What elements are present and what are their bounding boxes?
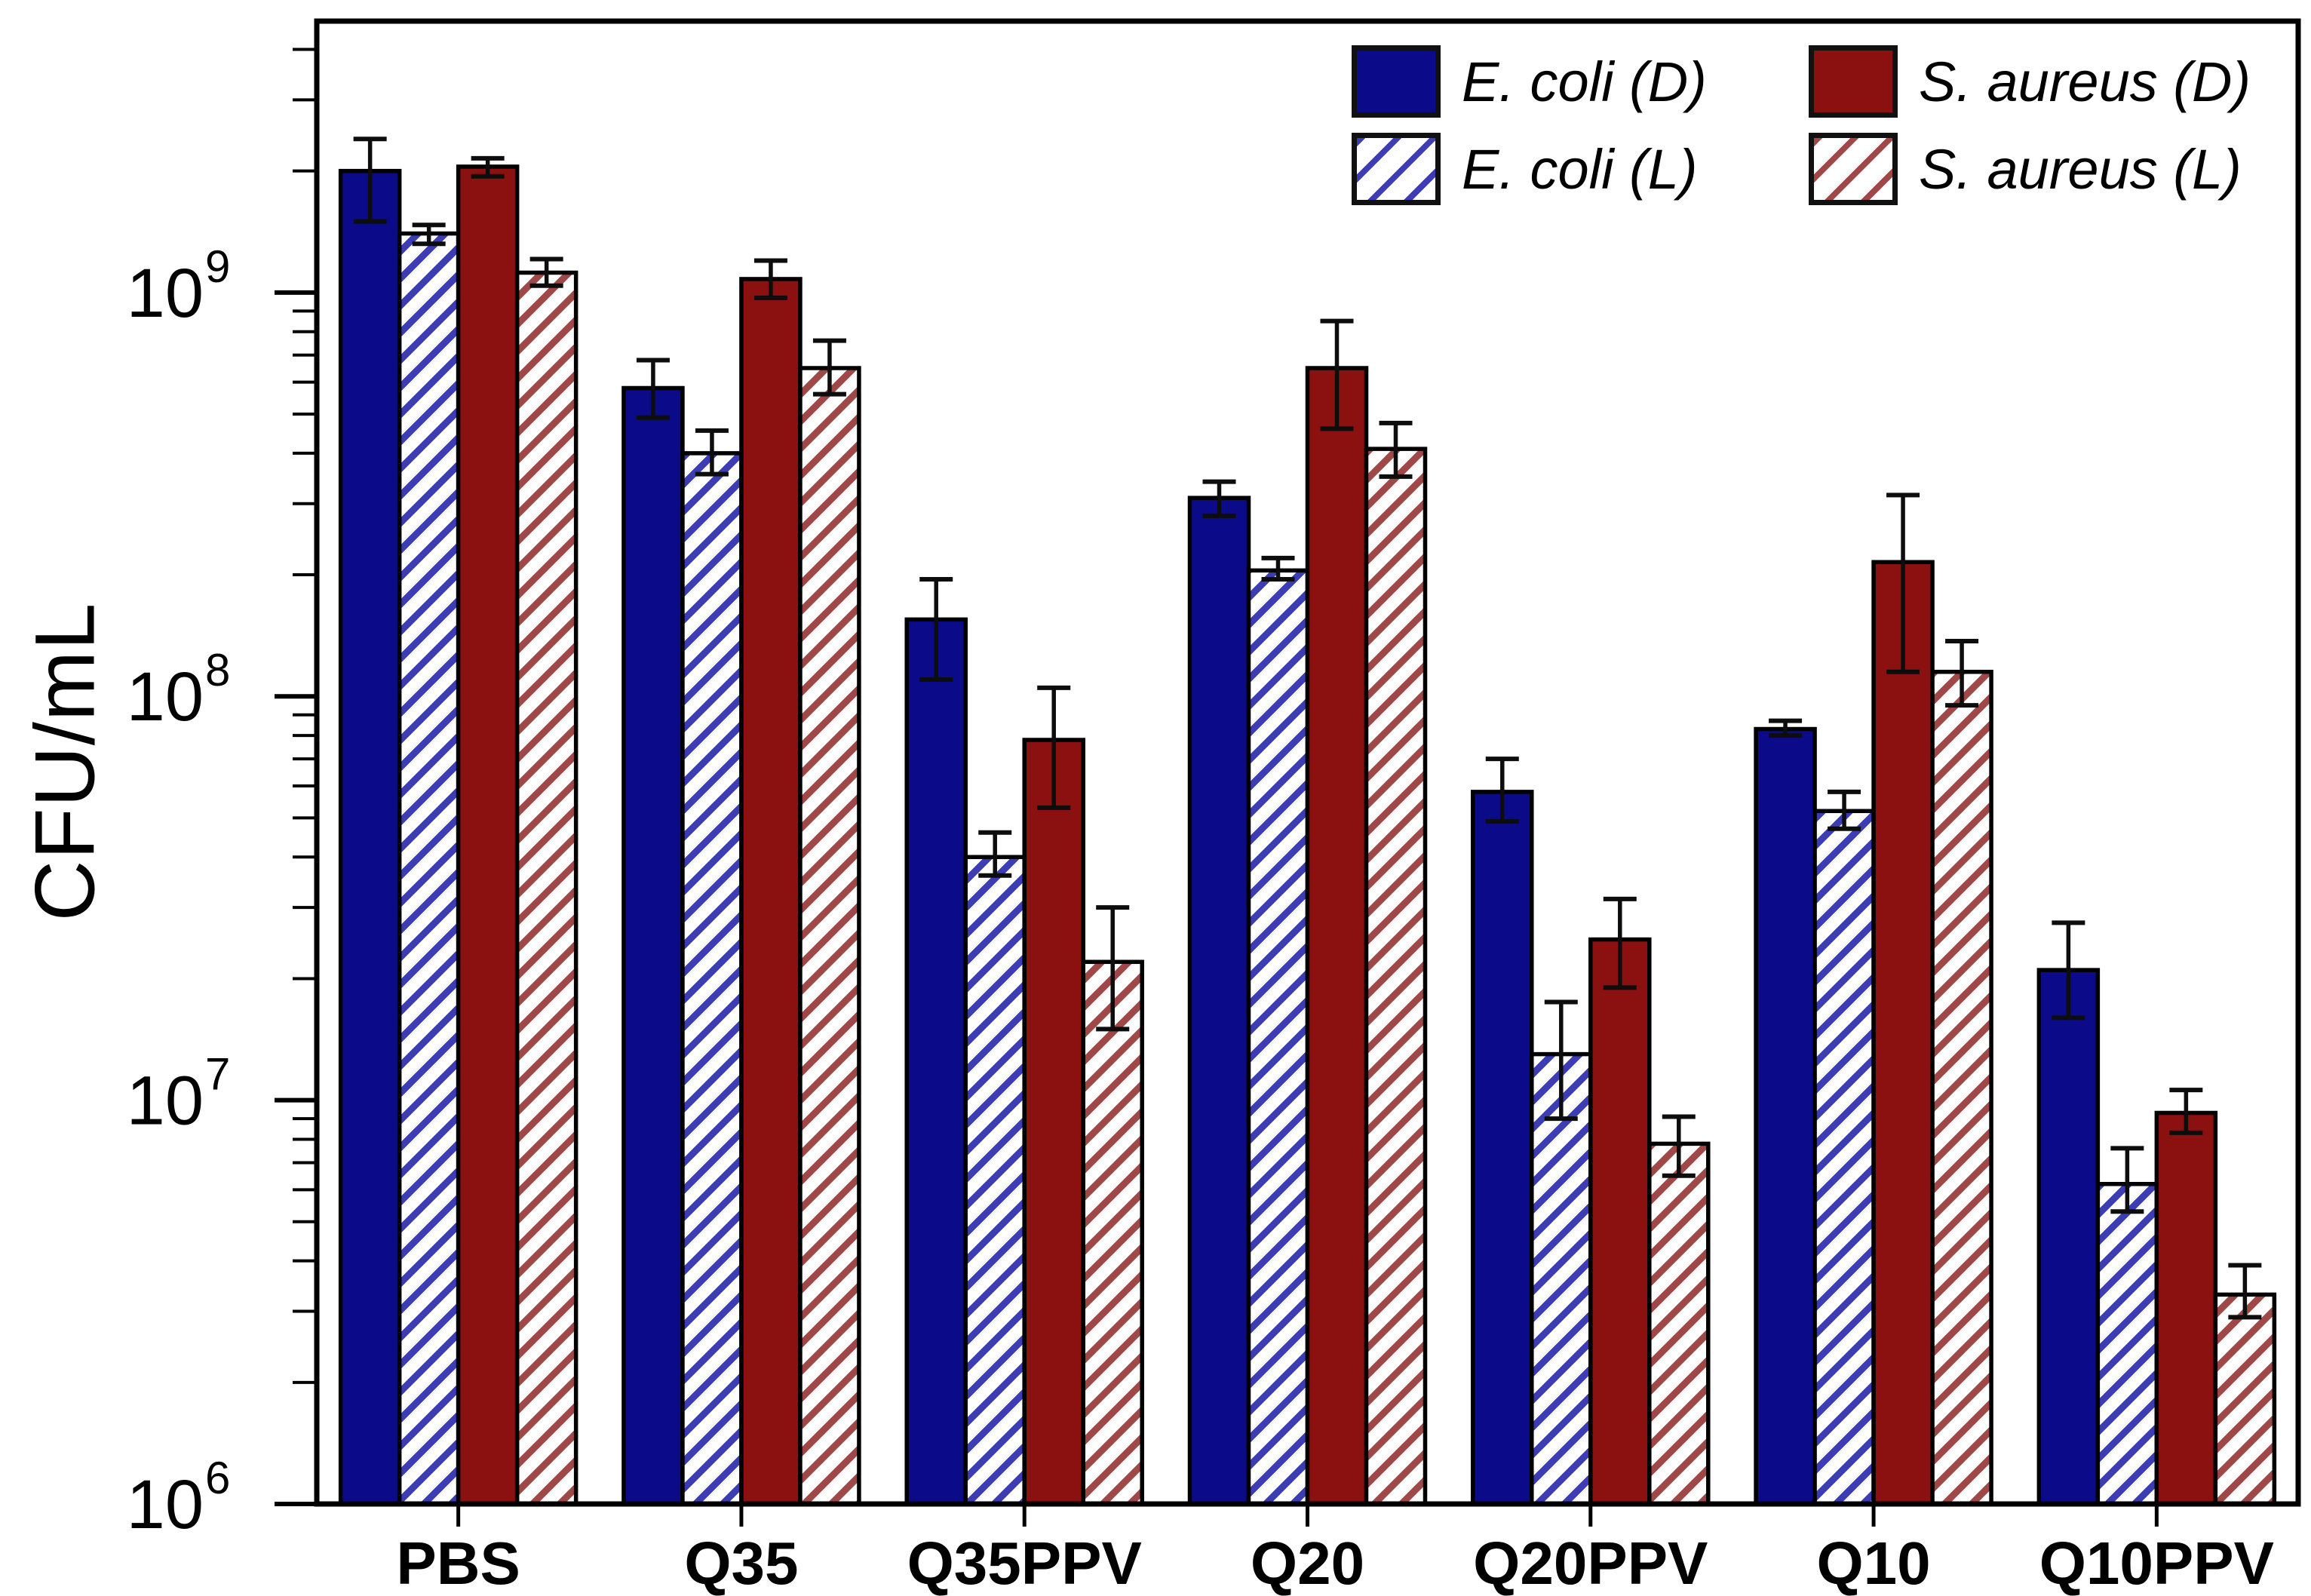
legend-label-s-aureus-l: S. aureus (L) (1919, 137, 2242, 201)
error-bar-q35-e-coli-l (695, 428, 729, 477)
x-category-label-q10: Q10 (1816, 1530, 1930, 1596)
error-bar-q10-s-aureus-d (1886, 493, 1920, 674)
bar-q20ppv-s-aureus-d (1588, 937, 1652, 1506)
bar-q35ppv-e-coli-d (904, 617, 968, 1506)
legend-label-e-coli-l: E. coli (L) (1462, 137, 1698, 201)
error-bar-pbs-s-aureus-d (471, 155, 505, 179)
error-bar-pbs-e-coli-l (412, 223, 446, 247)
bar-q10ppv-e-coli-l (2095, 1182, 2159, 1506)
bar-q10-e-coli-l (1812, 809, 1876, 1506)
bar-q20-e-coli-d (1187, 496, 1251, 1506)
error-bar-q10ppv-e-coli-l (2110, 1146, 2144, 1214)
error-bar-q35ppv-e-coli-d (919, 576, 953, 683)
bar-q10ppv-s-aureus-l (2213, 1292, 2277, 1506)
bar-q35ppv-e-coli-l (963, 855, 1027, 1506)
error-bar-q35-s-aureus-d (753, 258, 787, 300)
y-tick-label: 10 (127, 1466, 204, 1543)
error-bar-q20ppv-e-coli-l (1544, 999, 1578, 1122)
bar-q20-e-coli-l (1246, 568, 1310, 1506)
x-category-label-pbs: PBS (396, 1530, 520, 1596)
y-tick-label: 10 (127, 658, 204, 735)
bar-q20ppv-s-aureus-l (1647, 1141, 1711, 1506)
error-bar-q35ppv-e-coli-l (978, 830, 1012, 878)
error-bar-q35ppv-s-aureus-d (1037, 685, 1071, 810)
error-bar-q20-s-aureus-l (1379, 420, 1413, 479)
bar-q10ppv-e-coli-d (2036, 968, 2101, 1506)
bar-q20ppv-e-coli-d (1471, 790, 1534, 1506)
x-category-label-q35: Q35 (684, 1530, 798, 1596)
error-bar-q35-e-coli-d (636, 358, 670, 420)
bar-q35ppv-s-aureus-d (1022, 738, 1085, 1506)
error-bar-q20ppv-s-aureus-d (1603, 896, 1637, 990)
y-tick-exponent: 8 (205, 645, 230, 695)
legend-item-e-coli-d: E. coli (D) (1352, 45, 1707, 118)
bar-pbs-s-aureus-l (514, 270, 579, 1506)
y-tick-exponent: 7 (205, 1049, 230, 1100)
legend-swatch-s-aureus-d (1809, 45, 1898, 118)
bar-q10ppv-s-aureus-d (2154, 1110, 2218, 1506)
y-tick-label: 10 (127, 1063, 204, 1140)
y-tick-exponent: 9 (205, 241, 230, 292)
bar-q20-s-aureus-l (1364, 447, 1428, 1506)
error-bar-q10ppv-e-coli-d (2052, 920, 2085, 1021)
error-bar-q35-s-aureus-l (812, 338, 846, 397)
error-bar-q20ppv-s-aureus-l (1662, 1114, 1696, 1178)
error-bar-q20-e-coli-l (1261, 555, 1295, 582)
bar-pbs-e-coli-l (397, 231, 461, 1506)
x-category-label-q20ppv: Q20PPV (1473, 1530, 1708, 1596)
bar-q35-e-coli-d (621, 385, 685, 1506)
bar-q35-e-coli-l (680, 451, 744, 1506)
y-axis-title: CFU/mL (17, 602, 112, 922)
bar-q35-s-aureus-d (739, 277, 803, 1506)
legend-swatch-e-coli-l (1352, 133, 1441, 205)
legend-swatch-s-aureus-l (1809, 133, 1898, 205)
x-category-label-q20: Q20 (1251, 1530, 1364, 1596)
bar-q10-s-aureus-l (1930, 669, 1993, 1506)
legend-label-s-aureus-d: S. aureus (D) (1919, 50, 2251, 113)
error-bar-pbs-s-aureus-l (529, 256, 563, 288)
bar-q20ppv-e-coli-l (1530, 1051, 1593, 1506)
error-bar-q10ppv-s-aureus-d (2169, 1088, 2203, 1135)
error-bar-q20-s-aureus-d (1320, 318, 1354, 431)
y-tick-exponent: 6 (205, 1453, 230, 1503)
bar-q10-e-coli-d (1754, 726, 1817, 1506)
bar-pbs-e-coli-d (338, 168, 402, 1506)
legend-swatch-e-coli-d (1352, 45, 1441, 118)
bar-q20-s-aureus-d (1305, 366, 1369, 1506)
y-tick-label: 10 (127, 255, 204, 332)
bar-q35ppv-s-aureus-l (1081, 959, 1144, 1506)
error-bar-q35ppv-s-aureus-l (1096, 905, 1130, 1032)
error-bar-q10ppv-s-aureus-l (2228, 1263, 2262, 1320)
x-category-label-q35ppv: Q35PPV (907, 1530, 1142, 1596)
legend-item-s-aureus-l: S. aureus (L) (1809, 133, 2242, 205)
error-bar-q10-e-coli-l (1828, 789, 1861, 831)
bar-q10-s-aureus-d (1871, 560, 1935, 1506)
error-bar-pbs-e-coli-d (353, 137, 387, 224)
error-bar-q10-s-aureus-l (1945, 639, 1979, 708)
bar-pbs-s-aureus-d (456, 164, 520, 1506)
error-bar-q10-e-coli-d (1769, 718, 1803, 738)
bar-q35-s-aureus-l (798, 366, 861, 1506)
legend-item-s-aureus-d: S. aureus (D) (1809, 45, 2251, 118)
legend-label-e-coli-d: E. coli (D) (1462, 50, 1707, 113)
plot-frame (314, 18, 2301, 1507)
legend-item-e-coli-l: E. coli (L) (1352, 133, 1698, 205)
error-bar-q20-e-coli-d (1202, 479, 1236, 518)
error-bar-q20ppv-e-coli-d (1485, 757, 1519, 824)
x-category-label-q10ppv: Q10PPV (2039, 1530, 2274, 1596)
